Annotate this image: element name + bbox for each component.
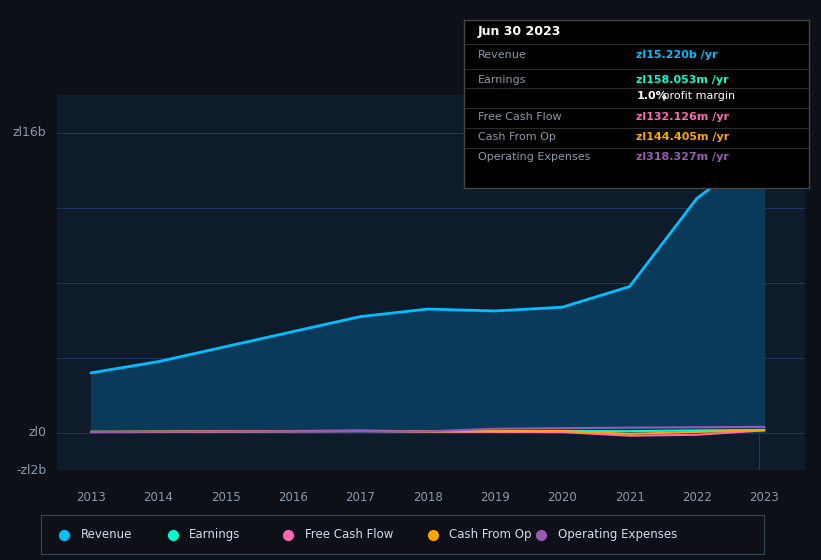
Text: 2021: 2021 <box>615 491 644 504</box>
Text: 2023: 2023 <box>750 491 779 504</box>
Text: 2018: 2018 <box>413 491 443 504</box>
Text: zl0: zl0 <box>28 426 46 440</box>
Text: Operating Expenses: Operating Expenses <box>557 528 677 542</box>
Text: Earnings: Earnings <box>189 528 241 542</box>
Text: zl132.126m /yr: zl132.126m /yr <box>636 112 729 122</box>
Text: zl144.405m /yr: zl144.405m /yr <box>636 132 730 142</box>
Text: 2015: 2015 <box>211 491 241 504</box>
Text: zl318.327m /yr: zl318.327m /yr <box>636 152 729 162</box>
Text: -zl2b: -zl2b <box>16 464 46 477</box>
Text: 2014: 2014 <box>144 491 173 504</box>
Text: 2013: 2013 <box>76 491 106 504</box>
Text: Earnings: Earnings <box>478 75 526 85</box>
Text: zl158.053m /yr: zl158.053m /yr <box>636 75 729 85</box>
Text: Free Cash Flow: Free Cash Flow <box>478 112 562 122</box>
Text: Cash From Op: Cash From Op <box>449 528 532 542</box>
Text: 2016: 2016 <box>278 491 308 504</box>
Text: Cash From Op: Cash From Op <box>478 132 556 142</box>
Text: Jun 30 2023: Jun 30 2023 <box>478 25 561 38</box>
Text: Revenue: Revenue <box>478 50 526 60</box>
Text: profit margin: profit margin <box>658 91 735 101</box>
Text: 2022: 2022 <box>682 491 712 504</box>
Text: 2017: 2017 <box>346 491 375 504</box>
Text: Revenue: Revenue <box>80 528 132 542</box>
Text: Free Cash Flow: Free Cash Flow <box>305 528 393 542</box>
Text: 2020: 2020 <box>548 491 577 504</box>
Text: zl15.220b /yr: zl15.220b /yr <box>636 50 718 60</box>
Text: zl16b: zl16b <box>12 126 46 139</box>
Text: Operating Expenses: Operating Expenses <box>478 152 590 162</box>
Text: 2019: 2019 <box>480 491 510 504</box>
Text: 1.0%: 1.0% <box>636 91 667 101</box>
